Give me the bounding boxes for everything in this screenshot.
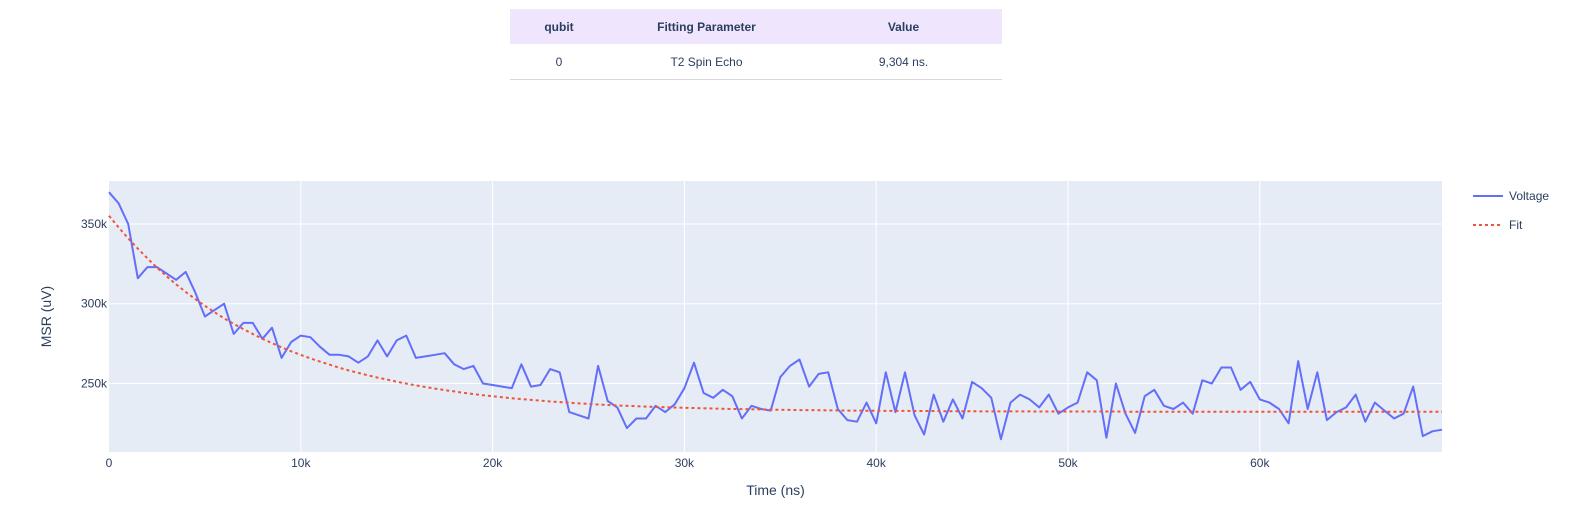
table-row: 0 T2 Spin Echo 9,304 ns. bbox=[510, 44, 1002, 80]
x-tick-label: 10k bbox=[291, 456, 311, 470]
column-header-value: Value bbox=[805, 9, 1002, 44]
x-tick-label: 30k bbox=[675, 456, 695, 470]
cell-fitting-parameter: T2 Spin Echo bbox=[608, 44, 805, 80]
y-tick-label: 300k bbox=[81, 297, 108, 311]
y-axis-label: MSR (uV) bbox=[38, 286, 54, 347]
cell-qubit: 0 bbox=[510, 44, 608, 80]
x-tick-label: 60k bbox=[1250, 456, 1270, 470]
cell-value: 9,304 ns. bbox=[805, 44, 1002, 80]
x-tick-label: 0 bbox=[106, 456, 113, 470]
x-tick-label: 20k bbox=[483, 456, 503, 470]
y-tick-label: 350k bbox=[81, 217, 108, 231]
x-tick-label: 50k bbox=[1058, 456, 1078, 470]
series-voltage-line bbox=[108, 191, 1443, 441]
y-tick-label: 250k bbox=[81, 376, 108, 390]
grid-lines bbox=[109, 181, 1442, 452]
x-tick-label: 40k bbox=[867, 456, 887, 470]
legend[interactable]: Voltage Fit bbox=[1473, 189, 1549, 232]
axis-ticks: 0 10k 20k 30k 40k 50k 60k 250k 300k 350k bbox=[81, 217, 1270, 470]
x-axis-label: Time (ns) bbox=[746, 482, 805, 498]
plot-area bbox=[109, 181, 1442, 452]
series-fit-line bbox=[108, 215, 1442, 413]
legend-fit-label[interactable]: Fit bbox=[1509, 218, 1523, 232]
series-layer bbox=[108, 191, 1443, 441]
fit-parameters-table: qubit Fitting Parameter Value 0 T2 Spin … bbox=[510, 9, 1002, 80]
column-header-fitting-parameter: Fitting Parameter bbox=[608, 9, 805, 44]
table-header-row: qubit Fitting Parameter Value bbox=[510, 9, 1002, 44]
column-header-qubit: qubit bbox=[510, 9, 608, 44]
legend-voltage-label[interactable]: Voltage bbox=[1509, 189, 1549, 203]
